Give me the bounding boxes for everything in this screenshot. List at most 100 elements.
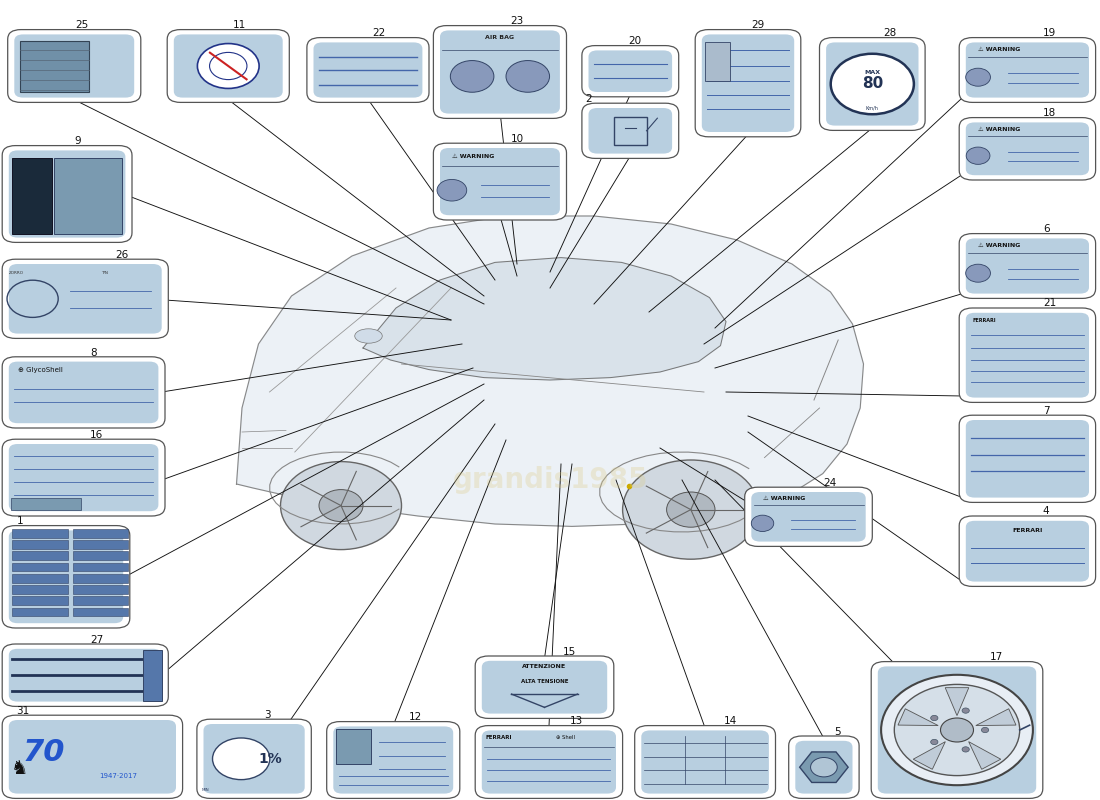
Text: 9: 9 xyxy=(75,137,81,146)
Text: 16: 16 xyxy=(90,430,103,440)
FancyBboxPatch shape xyxy=(14,34,134,98)
Circle shape xyxy=(931,715,938,721)
Text: AIR BAG: AIR BAG xyxy=(485,35,515,40)
Circle shape xyxy=(881,675,1033,786)
Text: 29: 29 xyxy=(751,19,764,30)
Circle shape xyxy=(981,727,989,733)
FancyBboxPatch shape xyxy=(9,444,158,511)
Text: 1947·2017: 1947·2017 xyxy=(99,773,138,778)
Text: ATTENZIONE: ATTENZIONE xyxy=(522,664,566,669)
Circle shape xyxy=(506,61,550,92)
Text: T/N: T/N xyxy=(101,270,108,274)
Circle shape xyxy=(751,515,773,531)
FancyBboxPatch shape xyxy=(9,720,176,794)
FancyBboxPatch shape xyxy=(959,308,1096,402)
Circle shape xyxy=(830,54,914,114)
Circle shape xyxy=(966,68,990,86)
Text: ALTA TENSIONE: ALTA TENSIONE xyxy=(520,678,569,683)
FancyBboxPatch shape xyxy=(878,666,1036,794)
FancyBboxPatch shape xyxy=(635,726,776,798)
FancyBboxPatch shape xyxy=(966,42,1089,98)
Text: ⚠ WARNING: ⚠ WARNING xyxy=(762,496,805,501)
FancyBboxPatch shape xyxy=(966,238,1089,294)
Text: 1%: 1% xyxy=(258,752,282,766)
FancyBboxPatch shape xyxy=(582,103,679,158)
Bar xyxy=(54,158,122,234)
FancyBboxPatch shape xyxy=(751,492,866,542)
Text: 8: 8 xyxy=(90,347,97,358)
FancyBboxPatch shape xyxy=(197,719,311,798)
Circle shape xyxy=(623,460,759,559)
Bar xyxy=(12,529,68,538)
Text: ⊕ Shell: ⊕ Shell xyxy=(556,734,575,740)
Bar xyxy=(12,562,68,571)
Text: grandis1985: grandis1985 xyxy=(452,466,648,494)
Text: FERRARI: FERRARI xyxy=(1012,528,1043,534)
FancyBboxPatch shape xyxy=(440,148,560,215)
Bar xyxy=(73,562,129,571)
FancyBboxPatch shape xyxy=(482,730,616,794)
FancyBboxPatch shape xyxy=(2,644,168,706)
FancyBboxPatch shape xyxy=(820,38,925,130)
Bar xyxy=(12,551,68,560)
FancyBboxPatch shape xyxy=(2,259,168,338)
FancyBboxPatch shape xyxy=(582,46,679,97)
FancyBboxPatch shape xyxy=(588,108,672,154)
Text: 11: 11 xyxy=(233,20,246,30)
Text: 10: 10 xyxy=(510,134,524,144)
Text: 22: 22 xyxy=(372,27,385,38)
FancyBboxPatch shape xyxy=(966,122,1089,175)
Circle shape xyxy=(931,739,938,745)
Text: MAX: MAX xyxy=(865,70,880,75)
FancyBboxPatch shape xyxy=(959,516,1096,586)
Text: ⊕ GlycoShell: ⊕ GlycoShell xyxy=(18,367,63,373)
Text: 26: 26 xyxy=(116,250,129,260)
Text: 27: 27 xyxy=(90,635,103,645)
Bar xyxy=(614,117,647,145)
FancyBboxPatch shape xyxy=(475,656,614,718)
FancyBboxPatch shape xyxy=(314,42,422,98)
Polygon shape xyxy=(945,688,969,715)
FancyBboxPatch shape xyxy=(795,741,852,794)
Bar xyxy=(12,158,52,234)
FancyBboxPatch shape xyxy=(2,357,165,428)
Text: 1: 1 xyxy=(16,517,23,526)
Text: 70: 70 xyxy=(22,738,65,767)
Polygon shape xyxy=(363,258,726,380)
Bar xyxy=(12,596,68,605)
FancyBboxPatch shape xyxy=(9,150,125,238)
Text: ⚠ WARNING: ⚠ WARNING xyxy=(978,243,1021,248)
FancyBboxPatch shape xyxy=(966,521,1089,582)
Bar xyxy=(73,607,129,616)
Text: ⚠ WARNING: ⚠ WARNING xyxy=(452,154,494,159)
FancyBboxPatch shape xyxy=(966,313,1089,398)
FancyBboxPatch shape xyxy=(167,30,289,102)
FancyBboxPatch shape xyxy=(789,736,859,798)
Circle shape xyxy=(280,462,402,550)
Text: 20: 20 xyxy=(628,37,641,46)
Text: 7: 7 xyxy=(1043,406,1049,416)
FancyBboxPatch shape xyxy=(2,526,130,628)
FancyBboxPatch shape xyxy=(333,726,453,794)
FancyBboxPatch shape xyxy=(8,30,141,102)
FancyBboxPatch shape xyxy=(433,26,566,118)
Bar xyxy=(11,498,81,510)
Circle shape xyxy=(212,738,270,780)
Circle shape xyxy=(894,685,1020,776)
Bar xyxy=(705,42,730,81)
Circle shape xyxy=(319,490,363,522)
Text: FERRARI: FERRARI xyxy=(485,734,512,740)
Text: Km/h: Km/h xyxy=(866,106,879,111)
Circle shape xyxy=(966,147,990,164)
Text: 31: 31 xyxy=(16,706,30,716)
Circle shape xyxy=(450,61,494,92)
Text: ⚠ WARNING: ⚠ WARNING xyxy=(978,47,1021,52)
Text: 15: 15 xyxy=(563,646,576,657)
FancyBboxPatch shape xyxy=(9,649,162,702)
Text: FERRARI: FERRARI xyxy=(972,318,997,322)
Polygon shape xyxy=(236,216,864,526)
FancyBboxPatch shape xyxy=(959,234,1096,298)
Text: 12: 12 xyxy=(409,712,422,722)
Circle shape xyxy=(962,746,969,752)
FancyBboxPatch shape xyxy=(871,662,1043,798)
